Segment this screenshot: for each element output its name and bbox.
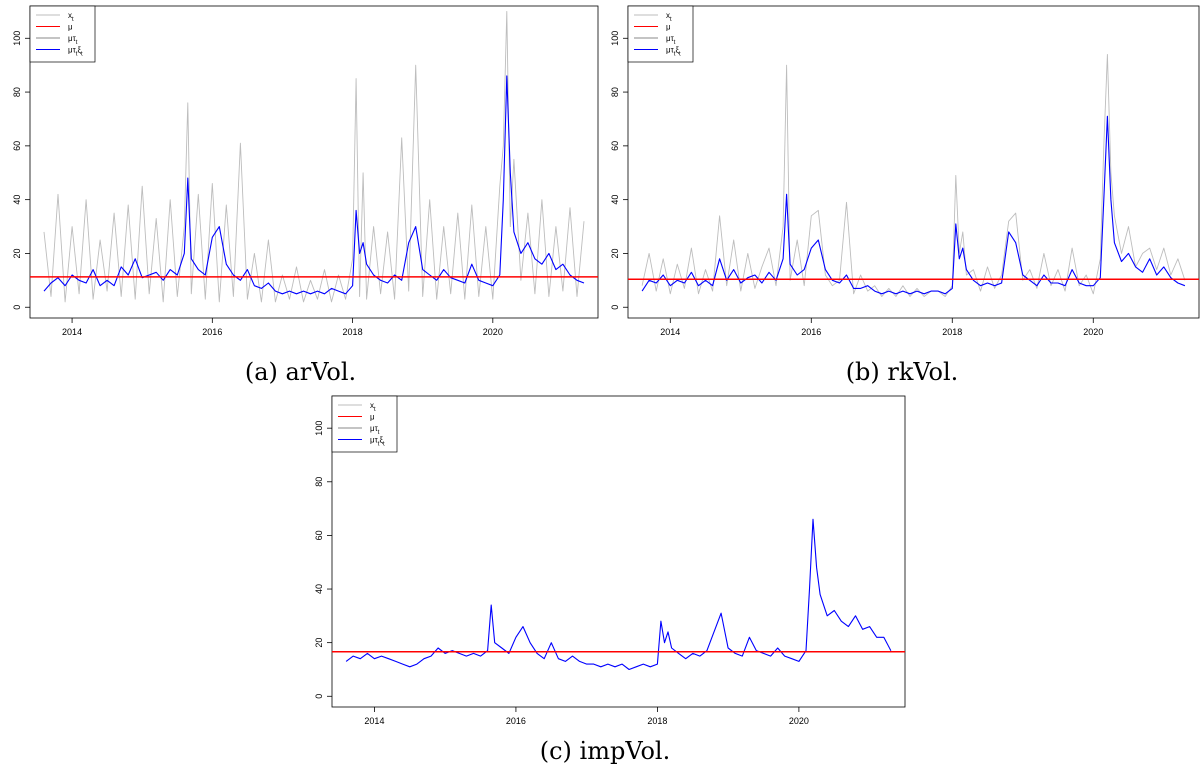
- y-tick-label: 20: [610, 248, 620, 258]
- x-axis: 2014 2016 2018 2020: [364, 707, 809, 726]
- x-tick-label: 2014: [660, 327, 680, 337]
- y-tick-label: 100: [12, 31, 22, 46]
- series-line-mu-tau-xi: [345, 518, 892, 671]
- plot-frame: [331, 395, 906, 708]
- y-tick-label: 80: [610, 87, 620, 97]
- legend-label: μτt: [666, 34, 676, 46]
- y-tick-label: 60: [12, 141, 22, 151]
- legend-box: [627, 5, 694, 63]
- y-axis: 0 20 40 60 80 100: [610, 31, 628, 310]
- x-tick-label: 2014: [62, 327, 82, 337]
- x-tick-label: 2016: [801, 327, 821, 337]
- y-tick-label: 20: [314, 638, 324, 648]
- y-axis: 0 20 40 60 80 100: [12, 31, 30, 310]
- chart-caption-rkvol: (b) rkVol.: [845, 358, 959, 386]
- plot-frame: [627, 5, 1200, 319]
- x-tick-label: 2018: [343, 327, 363, 337]
- x-tick-label: 2020: [1083, 327, 1103, 337]
- legend-label: μτtξt: [666, 46, 681, 58]
- x-tick-label: 2016: [202, 327, 222, 337]
- plot-frame: [29, 5, 599, 319]
- chart-caption-arvol: (a) arVol.: [244, 358, 357, 386]
- x-axis: 2014 2016 2018 2020: [62, 318, 503, 337]
- x-axis: 2014 2016 2018 2020: [660, 318, 1103, 337]
- y-tick-label: 60: [610, 141, 620, 151]
- legend-label: xt: [666, 11, 672, 23]
- y-tick-label: 0: [314, 694, 324, 699]
- legend-label: μ: [68, 23, 73, 32]
- y-tick-label: 40: [610, 195, 620, 205]
- y-tick-label: 40: [314, 584, 324, 594]
- y-tick-label: 100: [610, 31, 620, 46]
- y-tick-label: 20: [12, 248, 22, 258]
- legend-label: μτt: [370, 424, 380, 436]
- y-tick-label: 40: [12, 195, 22, 205]
- y-tick-label: 100: [314, 421, 324, 436]
- legend-box: [29, 5, 96, 63]
- chart-panel-arvol: 0 20 40 60 80 100 2014 2016 2018 2020 xt μ μτt μτtξt …: [0, 0, 601, 389]
- y-tick-label: 0: [610, 305, 620, 310]
- chart-panel-rkvol: 0 20 40 60 80 100 2014 2016 2018 2020 xt μ μτt μτtξt …: [601, 0, 1203, 389]
- series-line-mu-tau-xi: [43, 75, 585, 295]
- legend-label: μ: [666, 23, 671, 32]
- y-tick-label: 80: [12, 87, 22, 97]
- legend-box: [331, 395, 398, 453]
- chart-panel-impvol: 0 20 40 60 80 100 2014 2016 2018 2020 xt μ μτt μτtξt …: [300, 389, 910, 778]
- x-tick-label: 2018: [647, 716, 667, 726]
- y-tick-label: 80: [314, 477, 324, 487]
- x-tick-label: 2020: [483, 327, 503, 337]
- series-line-x-t: [43, 10, 585, 303]
- x-tick-label: 2018: [942, 327, 962, 337]
- legend-label: μτtξt: [68, 46, 83, 58]
- legend-label: μ: [370, 413, 375, 422]
- legend-label: xt: [68, 11, 74, 23]
- x-tick-label: 2016: [506, 716, 526, 726]
- chart-caption-impvol: (c) impVol.: [539, 737, 671, 765]
- y-axis: 0 20 40 60 80 100: [314, 421, 332, 699]
- series-line-x-t: [641, 53, 1186, 297]
- legend-label: xt: [370, 401, 376, 413]
- y-tick-label: 60: [314, 530, 324, 540]
- legend-label: μτt: [68, 34, 78, 46]
- legend-label: μτtξt: [370, 436, 385, 448]
- x-tick-label: 2014: [364, 716, 384, 726]
- y-tick-label: 0: [12, 305, 22, 310]
- x-tick-label: 2020: [789, 716, 809, 726]
